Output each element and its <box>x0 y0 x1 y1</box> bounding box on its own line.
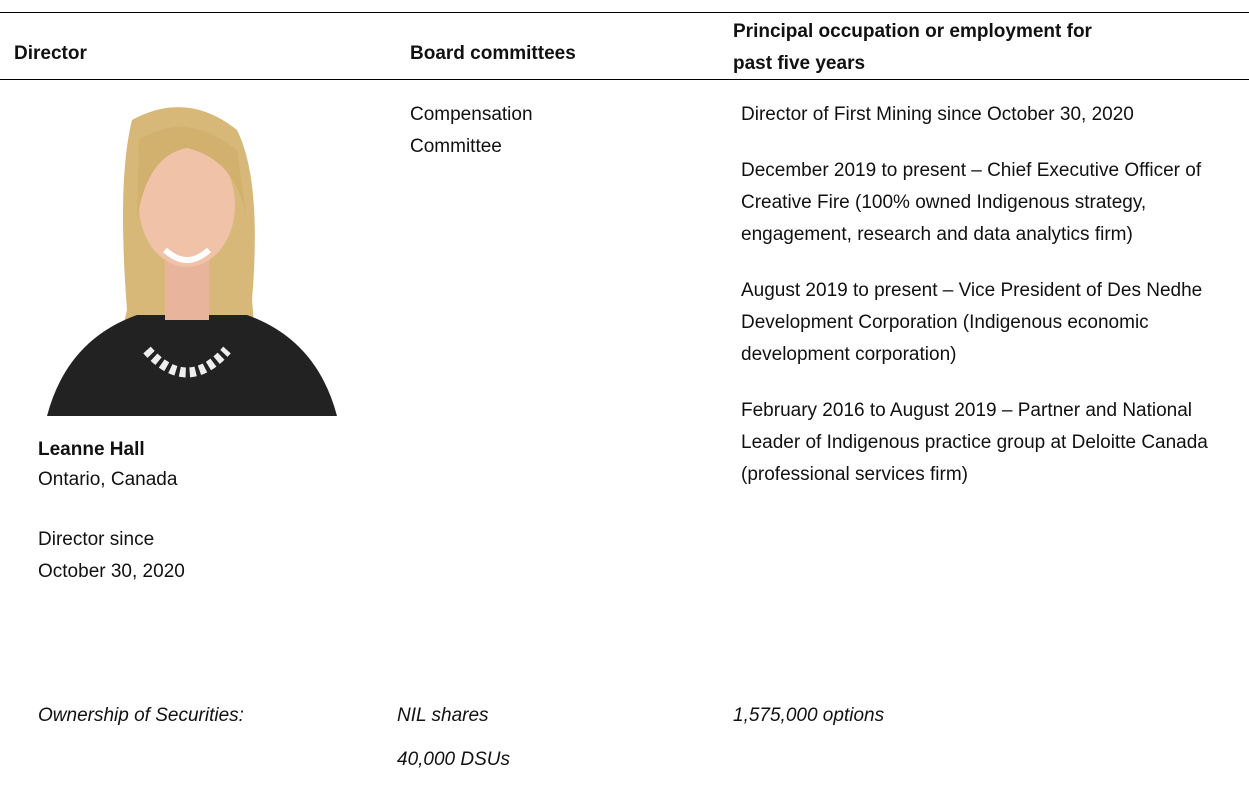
director-name: Leanne Hall <box>38 439 145 460</box>
ownership-dsus: 40,000 DSUs <box>397 749 511 770</box>
occupation-list: Director of First Mining since October 3… <box>741 99 1231 515</box>
header-rule <box>0 79 1249 80</box>
director-photo <box>47 100 337 416</box>
header-committees: Board committees <box>410 43 576 64</box>
director-location: Ontario, Canada <box>38 469 178 490</box>
committee: Compensation Committee <box>410 104 533 157</box>
occupation: Director of First Mining since October 3… <box>741 104 1134 125</box>
director-since-label: Director since <box>38 529 155 550</box>
ownership-options: 1,575,000 options <box>733 705 885 726</box>
header-occupation: Principal occupation or employment for p… <box>733 21 1092 74</box>
ownership-label: Ownership of Securities: <box>38 705 244 726</box>
occupation: February 2016 to August 2019 – Partner a… <box>741 400 1208 485</box>
occupation: December 2019 to present – Chief Executi… <box>741 160 1202 245</box>
top-rule <box>0 12 1249 13</box>
occupation: August 2019 to present – Vice President … <box>741 280 1203 365</box>
director-since-date: October 30, 2020 <box>38 561 185 582</box>
header-director: Director <box>14 43 87 64</box>
ownership-shares: NIL shares <box>397 705 489 726</box>
